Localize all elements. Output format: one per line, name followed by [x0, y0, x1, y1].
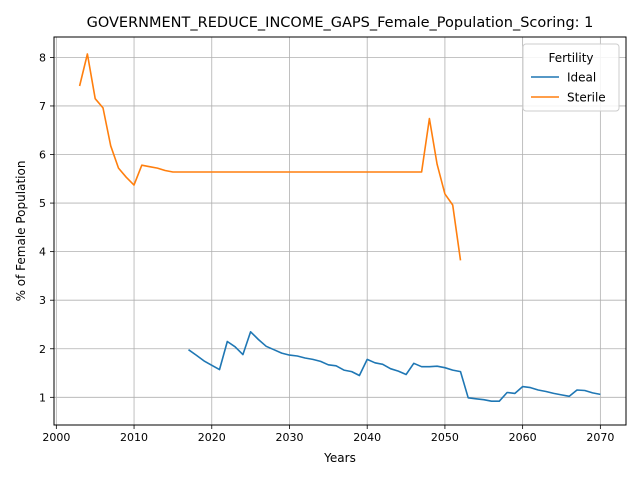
- series-line-sterile: [78, 53, 462, 261]
- x-axis-label: Years: [323, 451, 356, 465]
- y-tick-label: 7: [39, 100, 46, 113]
- y-tick-label: 5: [39, 197, 46, 210]
- y-tick-label: 6: [39, 149, 46, 162]
- y-tick-label: 8: [39, 51, 46, 64]
- x-tick-label: 2060: [509, 431, 537, 444]
- series-line-ideal: [188, 330, 601, 403]
- series-layer: [78, 53, 601, 403]
- x-tick-label: 2040: [353, 431, 381, 444]
- chart-title: GOVERNMENT_REDUCE_INCOME_GAPS_Female_Pop…: [87, 15, 594, 31]
- gridlines: [54, 37, 626, 425]
- x-tick-label: 2070: [586, 431, 614, 444]
- plot-frame: [53, 36, 627, 426]
- legend: Fertility Ideal Sterile: [522, 43, 620, 112]
- y-tick-label: 1: [39, 391, 46, 404]
- y-axis-ticks: 1 2 3 4 5 6 7 8: [39, 51, 54, 404]
- y-tick-label: 4: [39, 246, 46, 259]
- x-tick-label: 2000: [42, 431, 70, 444]
- x-axis-ticks: 2000 2010 2020 2030 2040 2050 2060 2070: [42, 425, 614, 444]
- y-tick-label: 2: [39, 343, 46, 356]
- legend-title: Fertility: [548, 51, 593, 65]
- y-axis-label: % of Female Population: [14, 161, 28, 302]
- x-tick-label: 2020: [198, 431, 226, 444]
- x-tick-label: 2050: [431, 431, 459, 444]
- y-tick-label: 3: [39, 294, 46, 307]
- x-tick-label: 2030: [275, 431, 303, 444]
- legend-label-sterile: Sterile: [567, 91, 606, 105]
- legend-box: [522, 43, 620, 112]
- x-tick-label: 2010: [120, 431, 148, 444]
- legend-label-ideal: Ideal: [567, 71, 596, 85]
